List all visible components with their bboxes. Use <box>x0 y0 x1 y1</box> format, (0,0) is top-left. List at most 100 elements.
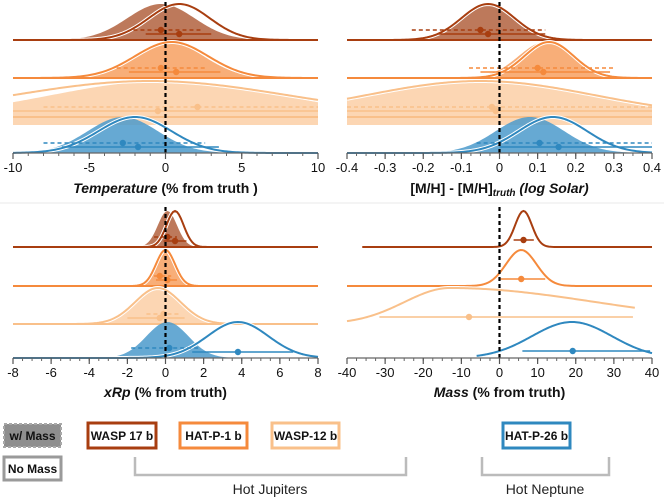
legend-planet-wasp12b: WASP-12 b <box>270 421 341 450</box>
x-axis-title-part: (% from truth) <box>131 384 227 400</box>
x-tick-label: 0.3 <box>605 160 623 175</box>
x-tick-label: 10 <box>311 160 325 175</box>
x-tick-label: -20 <box>414 365 433 380</box>
ridge-wasp17b <box>13 2 319 42</box>
x-axis-title-part: Mass <box>434 384 469 400</box>
no-mass-density-halo <box>346 286 636 324</box>
ridge-wasp12b <box>346 286 636 324</box>
x-tick-label: 0.2 <box>567 160 585 175</box>
with-mass-swatch <box>3 423 62 448</box>
x-axis: -40 -30 -20 -10 0 10 20 30 40 <box>338 357 659 380</box>
x-tick-label: -0.3 <box>374 160 396 175</box>
no-mass-density <box>346 287 635 323</box>
legend-planet-hatp1b: HAT-P-1 b <box>178 421 249 450</box>
no-mass-swatch <box>2 455 63 482</box>
x-tick-label: -4 <box>83 365 95 380</box>
x-axis-title: xRp (% from truth) <box>103 384 227 400</box>
no-mass-median-point <box>234 348 242 356</box>
x-tick-label: 0.4 <box>643 160 661 175</box>
with-mass-median-point <box>119 139 127 147</box>
x-tick-label: 40 <box>645 365 659 380</box>
x-tick-label: 0 <box>162 365 169 380</box>
with-mass-median-point <box>536 139 543 147</box>
x-axis-title-part: xRp <box>103 384 131 400</box>
x-tick-label: 30 <box>607 365 621 380</box>
x-tick-label: -5 <box>83 160 95 175</box>
no-mass-median-point <box>171 237 179 245</box>
legend-planet-wasp17b: WASP 17 b <box>86 421 158 450</box>
panel-mass: -40 -30 -20 -10 0 10 20 30 40 Mass (% from truth) <box>338 207 659 400</box>
x-tick-label: 0 <box>496 365 503 380</box>
hot-neptune-label: Hot Neptune <box>506 481 585 497</box>
panel-radius: -8 -6 -4 -2 0 2 4 6 8 xRp (% from truth) <box>7 207 322 400</box>
x-tick-label: 2 <box>200 365 207 380</box>
x-axis: -0.4 -0.3 -0.2 -0.1 0 0.1 0.2 0.3 0.4 <box>336 152 661 175</box>
wasp17b-swatch <box>86 421 158 450</box>
ridge-wasp17b <box>362 208 652 249</box>
with-mass-median-point <box>477 26 484 34</box>
no-mass-median-point <box>492 107 499 115</box>
x-axis-title-part: truth <box>493 188 516 199</box>
x-axis-title-part: (log Solar) <box>516 180 589 196</box>
no-mass-density <box>476 320 653 357</box>
with-mass-density <box>13 4 318 40</box>
x-axis-title-part: [M/H] - [M/H] <box>410 180 492 196</box>
no-mass-median-point <box>465 313 473 321</box>
x-tick-label: 6 <box>276 365 283 380</box>
no-mass-median-point <box>134 143 142 151</box>
x-tick-label: -6 <box>45 365 57 380</box>
x-axis-title-part: (% from truth ) <box>157 180 257 196</box>
x-tick-label: 8 <box>314 365 321 380</box>
with-mass-median-point <box>166 344 173 352</box>
hatp26b-label: HAT-P-26 b <box>505 429 568 443</box>
x-tick-label: 0 <box>162 160 169 175</box>
x-tick-label: 10 <box>530 365 544 380</box>
hot-neptune-bracket <box>480 457 611 477</box>
no-mass-density <box>362 209 652 248</box>
x-tick-label: -10 <box>452 365 471 380</box>
with-mass-density <box>13 117 318 153</box>
hatp26b-swatch <box>501 421 572 450</box>
no-mass-median-point <box>555 143 562 151</box>
hatp1b-swatch <box>178 421 249 450</box>
ridge-hatp26b <box>476 319 653 358</box>
x-axis: -8 -6 -4 -2 0 2 4 6 8 <box>7 357 322 380</box>
x-tick-label: -2 <box>122 365 134 380</box>
no-mass-median-point <box>518 275 525 283</box>
x-tick-label: 5 <box>238 160 245 175</box>
no-mass-median-point <box>154 107 162 115</box>
with-mass-median-point <box>157 64 165 72</box>
x-tick-label: 0.1 <box>529 160 547 175</box>
group-bracket-hot-neptune: Hot Neptune <box>480 457 611 497</box>
with-mass-median-point <box>156 272 163 280</box>
legend: w/ Mass No Mass WASP 17 b HAT-P-1 b WASP… <box>2 421 611 497</box>
x-tick-label: -8 <box>7 365 19 380</box>
no-mass-label: No Mass <box>8 462 58 476</box>
with-mass-density <box>347 42 652 78</box>
x-tick-label: 0 <box>496 160 503 175</box>
wasp12b-label: WASP-12 b <box>274 429 337 443</box>
x-axis-title: Temperature (% from truth ) <box>73 180 258 196</box>
no-mass-median-point <box>540 68 547 76</box>
panel-metallicity: -0.4 -0.3 -0.2 -0.1 0 0.1 0.2 0.3 0.4 [M/H] - [M/… <box>336 1 661 199</box>
no-mass-median-point <box>156 314 163 322</box>
x-tick-label: -0.1 <box>450 160 472 175</box>
hot-jupiters-bracket <box>133 457 408 477</box>
x-tick-label: 4 <box>238 365 245 380</box>
x-axis-title: Mass (% from truth) <box>434 384 565 400</box>
with-mass-median-point <box>488 103 496 111</box>
no-mass-median-point <box>569 347 576 355</box>
no-mass-median-point <box>172 68 180 76</box>
x-axis-title-part: Temperature <box>73 180 158 196</box>
legend-planet-hatp26b: HAT-P-26 b <box>501 421 572 450</box>
x-tick-label: 20 <box>569 365 583 380</box>
wasp17b-label: WASP 17 b <box>91 429 153 443</box>
no-mass-median-point <box>176 30 183 38</box>
legend-with-mass: w/ Mass <box>3 423 62 448</box>
panel-temperature: -10 -5 0 5 10 Temperature (% from truth ) <box>4 2 325 196</box>
with-mass-density <box>347 4 652 40</box>
x-axis: -10 -5 0 5 10 <box>4 152 325 175</box>
group-bracket-hot-jupiters: Hot Jupiters <box>133 457 408 497</box>
no-mass-median-point <box>520 236 527 244</box>
